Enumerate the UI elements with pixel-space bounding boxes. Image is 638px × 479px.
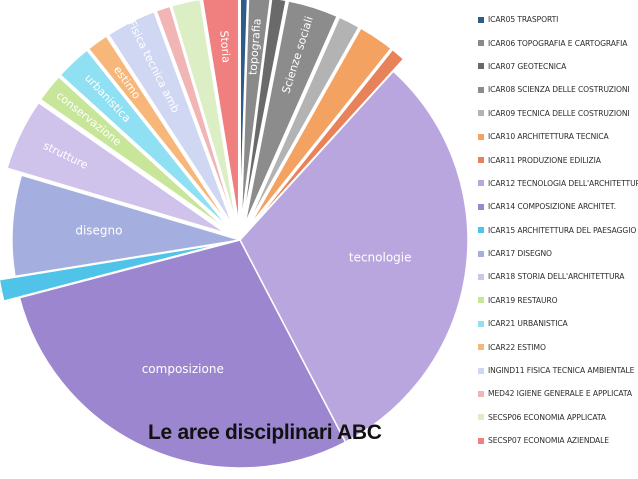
legend-label: ICAR18 STORIA DELL'ARCHITETTURA xyxy=(488,272,625,282)
pie-slice-2 xyxy=(241,0,287,225)
legend-label: ICAR12 TECNOLOGIA DELL'ARCHITETTURA xyxy=(488,178,638,188)
legend-swatch xyxy=(478,344,484,351)
pie-slice-12 xyxy=(39,75,228,231)
legend-item: MED42 IGIENE GENERALE E APPLICATA xyxy=(478,382,638,405)
legend-item: ICAR11 PRODUZIONE EDILIZIA xyxy=(478,148,638,171)
legend-label: ICAR21 URBANISTICA xyxy=(488,319,568,329)
pie-slice-label-7: tecnologie xyxy=(349,251,412,265)
legend-swatch xyxy=(478,437,484,444)
legend-item: SECSP07 ECONOMIA AZIENDALE xyxy=(478,429,638,452)
legend-swatch xyxy=(478,367,484,374)
legend-item: ICAR05 TRASPORTI xyxy=(478,8,638,31)
legend-label: ICAR22 ESTIMO xyxy=(488,342,546,352)
pie-slice-9 xyxy=(0,242,225,303)
pie-slice-8 xyxy=(18,239,347,469)
legend-label: ICAR09 TECNICA DELLE COSTRUZIONI xyxy=(488,108,630,118)
legend-item: ICAR09 TECNICA DELLE COSTRUZIONI xyxy=(478,102,638,125)
legend-swatch xyxy=(478,273,484,280)
chart-legend: ICAR05 TRASPORTI ICAR06 TOPOGRAFIA E CART… xyxy=(478,8,638,452)
legend-label: MED42 IGIENE GENERALE E APPLICATA xyxy=(488,389,632,399)
legend-label: ICAR07 GEOTECNICA xyxy=(488,61,567,71)
legend-swatch xyxy=(478,414,484,421)
chart-title: Le aree disciplinari ABC xyxy=(148,421,382,444)
legend-label: SECSP07 ECONOMIA AZIENDALE xyxy=(488,436,609,446)
pie-slice-7 xyxy=(239,70,469,444)
legend-swatch xyxy=(478,297,484,304)
legend-label: ICAR17 DISEGNO xyxy=(488,249,552,259)
legend-label: SECSP06 ECONOMIA APPLICATA xyxy=(488,412,606,422)
legend-label: ICAR14 COMPOSIZIONE ARCHITET. xyxy=(488,202,616,212)
legend-swatch xyxy=(478,250,484,257)
legend-swatch xyxy=(478,40,484,47)
pie-slice-6 xyxy=(249,48,405,229)
legend-swatch xyxy=(478,16,484,23)
pie-slices xyxy=(0,0,469,469)
pie-slice-label-10: disegno xyxy=(75,223,122,237)
legend-swatch xyxy=(478,63,484,70)
legend-item: ICAR18 STORIA DELL'ARCHITETTURA xyxy=(478,265,638,288)
pie-slice-label-18: Storia xyxy=(217,30,233,63)
pie-slice-3 xyxy=(244,0,339,226)
legend-item: ICAR22 ESTIMO xyxy=(478,335,638,358)
legend-swatch xyxy=(478,180,484,187)
legend-swatch xyxy=(478,110,484,117)
legend-swatch xyxy=(478,133,484,140)
legend-swatch xyxy=(478,320,484,327)
legend-item: ICAR14 COMPOSIZIONE ARCHITET. xyxy=(478,195,638,218)
pie-slice-label-1: topografia xyxy=(246,18,263,76)
pie-slice-16 xyxy=(155,5,236,226)
pie-slice-1 xyxy=(240,0,271,225)
legend-item: ICAR21 URBANISTICA xyxy=(478,312,638,335)
pie-slice-5 xyxy=(248,27,393,228)
legend-swatch xyxy=(478,390,484,397)
legend-label: INGIND11 FISICA TECNICA AMBIENTALE xyxy=(488,366,635,376)
legend-item: ICAR15 ARCHITETTURA DEL PAESAGGIO xyxy=(478,219,638,242)
pie-slice-label-8: composizione xyxy=(142,362,224,376)
pie-slice-18 xyxy=(201,0,240,225)
legend-item: ICAR12 TECNOLOGIA DELL'ARCHITETTURA xyxy=(478,172,638,195)
legend-swatch xyxy=(478,86,484,93)
legend-swatch xyxy=(478,227,484,234)
legend-label: ICAR15 ARCHITETTURA DEL PAESAGGIO xyxy=(488,225,637,235)
pie-slice-4 xyxy=(246,16,361,227)
pie-slice-0 xyxy=(239,0,249,225)
legend-label: ICAR08 SCIENZA DELLE COSTRUZIONI xyxy=(488,85,630,95)
legend-item: ICAR17 DISEGNO xyxy=(478,242,638,265)
legend-item: ICAR10 ARCHITETTURA TECNICA xyxy=(478,125,638,148)
legend-item: INGIND11 FISICA TECNICA AMBIENTALE xyxy=(478,359,638,382)
pie-slice-14 xyxy=(87,34,232,228)
pie-slice-13 xyxy=(59,49,230,229)
legend-item: SECSP06 ECONOMIA APPLICATA xyxy=(478,406,638,429)
pie-slice-15 xyxy=(107,10,234,227)
legend-label: ICAR05 TRASPORTI xyxy=(488,15,559,25)
legend-item: ICAR08 SCIENZA DELLE COSTRUZIONI xyxy=(478,78,638,101)
pie-slice-17 xyxy=(170,0,238,225)
legend-label: ICAR19 RESTAURO xyxy=(488,295,558,305)
pie-slice-11 xyxy=(6,101,227,234)
legend-item: ICAR06 TOPOGRAFIA E CARTOGRAFIA xyxy=(478,31,638,54)
legend-label: ICAR06 TOPOGRAFIA E CARTOGRAFIA xyxy=(488,38,628,48)
legend-item: ICAR19 RESTAURO xyxy=(478,289,638,312)
legend-label: ICAR11 PRODUZIONE EDILIZIA xyxy=(488,155,601,165)
legend-swatch xyxy=(478,203,484,210)
legend-item: ICAR07 GEOTECNICA xyxy=(478,55,638,78)
legend-swatch xyxy=(478,157,484,164)
pie-slice-10 xyxy=(11,174,241,278)
legend-label: ICAR10 ARCHITETTURA TECNICA xyxy=(488,132,609,142)
